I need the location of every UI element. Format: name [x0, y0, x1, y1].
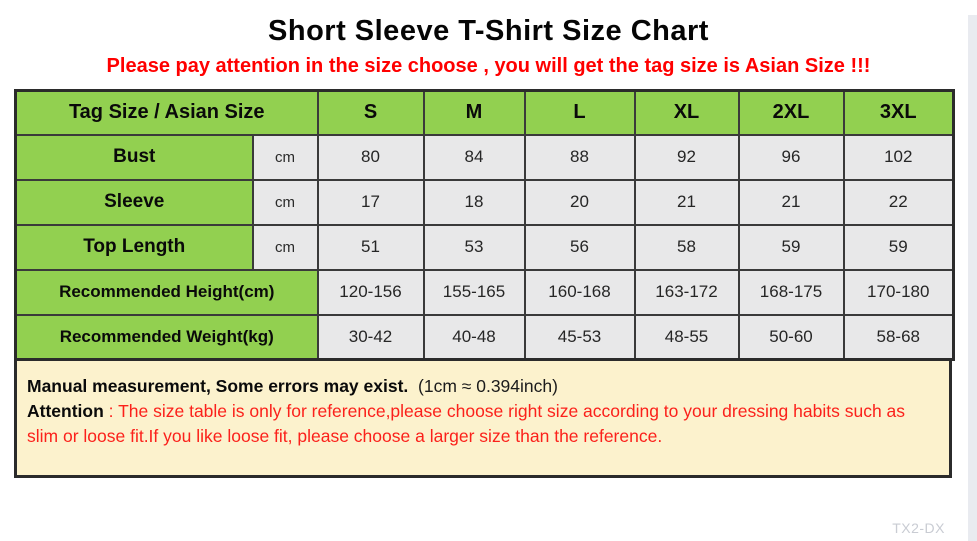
value-cell: 163-172 [633, 268, 740, 316]
notes-box: Manual measurement, Some errors may exis… [14, 361, 952, 478]
value-cell: 18 [422, 178, 526, 226]
value-cell: 40-48 [422, 313, 526, 361]
value-cell: 21 [737, 178, 845, 226]
span-label-cell: Recommended Weight(kg) [14, 313, 319, 361]
value-cell: 120-156 [316, 268, 425, 316]
header-size-cell-l: L [523, 89, 636, 136]
value-cell: 155-165 [422, 268, 526, 316]
row-label-cell: Bust [14, 133, 254, 181]
value-cell: 88 [523, 133, 636, 181]
value-cell: 51 [316, 223, 425, 271]
note-attention-text: : The size table is only for reference,p… [27, 401, 906, 446]
header-size-cell-xl: XL [633, 89, 740, 136]
value-cell: 84 [422, 133, 526, 181]
unit-cell: cm [251, 223, 319, 271]
table-row-bust: Bust cm 80 84 88 92 96 102 [14, 133, 955, 181]
value-cell: 20 [523, 178, 636, 226]
value-cell: 56 [523, 223, 636, 271]
value-cell: 102 [842, 133, 955, 181]
watermark: TX2-DX [892, 520, 945, 536]
table-row-sleeve: Sleeve cm 17 18 20 21 21 22 [14, 178, 955, 226]
value-cell: 160-168 [523, 268, 636, 316]
value-cell: 170-180 [842, 268, 955, 316]
value-cell: 96 [737, 133, 845, 181]
value-cell: 53 [422, 223, 526, 271]
value-cell: 45-53 [523, 313, 636, 361]
value-cell: 21 [633, 178, 740, 226]
value-cell: 58 [633, 223, 740, 271]
value-cell: 168-175 [737, 268, 845, 316]
header-size-cell-s: S [316, 89, 425, 136]
note-measurement: Manual measurement, Some errors may exis… [27, 374, 939, 399]
unit-cell: cm [251, 178, 319, 226]
header-size-cell-2xl: 2XL [737, 89, 845, 136]
table-row-recommended-height: Recommended Height(cm) 120-156 155-165 1… [14, 268, 955, 316]
header-size-cell-m: M [422, 89, 526, 136]
value-cell: 30-42 [316, 313, 425, 361]
header-label-cell: Tag Size / Asian Size [14, 89, 319, 136]
value-cell: 80 [316, 133, 425, 181]
value-cell: 58-68 [842, 313, 955, 361]
value-cell: 48-55 [633, 313, 740, 361]
note-measurement-bold: Manual measurement, Some errors may exis… [27, 376, 409, 396]
value-cell: 22 [842, 178, 955, 226]
value-cell: 50-60 [737, 313, 845, 361]
header-size-cell-3xl: 3XL [842, 89, 955, 136]
span-label-cell: Recommended Height(cm) [14, 268, 319, 316]
note-measurement-normal: (1cm ≈ 0.394inch) [418, 376, 558, 396]
size-chart-table: Tag Size / Asian Size S M L XL 2XL 3XL B… [14, 89, 955, 361]
table-header-row: Tag Size / Asian Size S M L XL 2XL 3XL [14, 89, 955, 136]
value-cell: 59 [737, 223, 845, 271]
unit-cell: cm [251, 133, 319, 181]
value-cell: 17 [316, 178, 425, 226]
table-row-recommended-weight: Recommended Weight(kg) 30-42 40-48 45-53… [14, 313, 955, 361]
row-label-cell: Top Length [14, 223, 254, 271]
table-row-top-length: Top Length cm 51 53 56 58 59 59 [14, 223, 955, 271]
note-attention: Attention : The size table is only for r… [27, 399, 939, 449]
page-subtitle: Please pay attention in the size choose … [106, 55, 871, 77]
row-label-cell: Sleeve [14, 178, 254, 226]
note-attention-label: Attention [27, 401, 104, 421]
page-title: Short Sleeve T-Shirt Size Chart [268, 15, 709, 47]
right-edge-strip [968, 15, 977, 541]
value-cell: 92 [633, 133, 740, 181]
value-cell: 59 [842, 223, 955, 271]
